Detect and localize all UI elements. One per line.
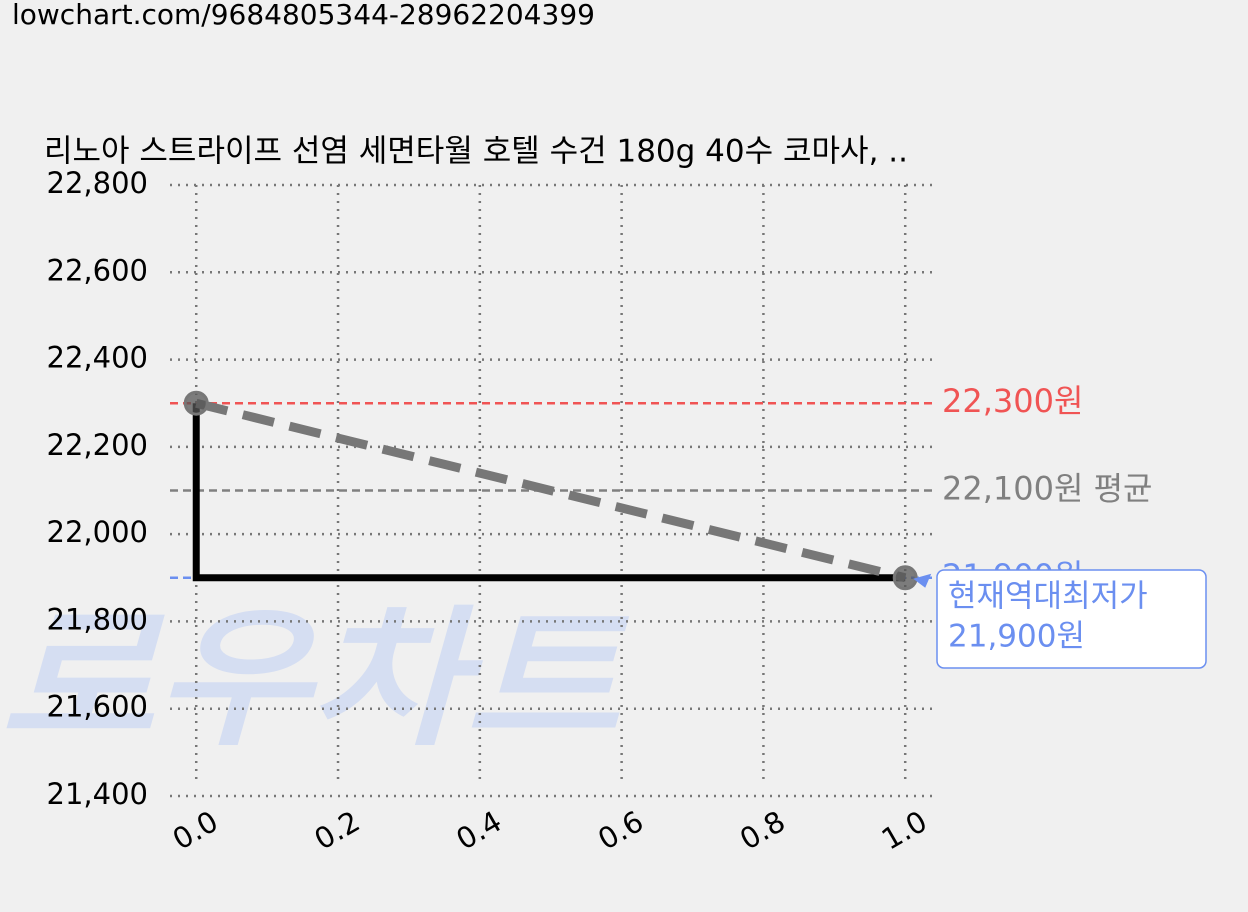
y-tick-label: 22,600 — [47, 253, 148, 287]
annotation-text: 21,900원 — [948, 619, 1085, 655]
point-marker — [183, 390, 209, 416]
reference-label: 22,100원 평균 — [942, 470, 1152, 508]
series-line — [192, 403, 906, 582]
y-tick-label: 22,200 — [47, 428, 148, 462]
y-tick-label: 21,800 — [47, 602, 148, 636]
point-marker — [892, 565, 918, 591]
y-tick-label: 22,000 — [47, 515, 148, 549]
annotation-arrow — [913, 573, 932, 588]
y-tick-label: 22,800 — [47, 166, 148, 200]
chart-title: 리노아 스트라이프 선염 세면타월 호텔 수건 180g 40수 코마사, .. — [44, 134, 908, 170]
series-line — [195, 398, 907, 583]
annotation-box — [936, 569, 1207, 669]
y-tick-label: 21,400 — [47, 777, 148, 811]
reference-label: 22,300원 — [942, 382, 1083, 420]
url: lowchart.com/9684805344-28962204399 — [12, 0, 595, 31]
annotation-text: 현재역대최저가 — [948, 579, 1148, 615]
y-tick-label: 22,400 — [47, 341, 148, 375]
y-tick-label: 21,600 — [47, 690, 148, 724]
